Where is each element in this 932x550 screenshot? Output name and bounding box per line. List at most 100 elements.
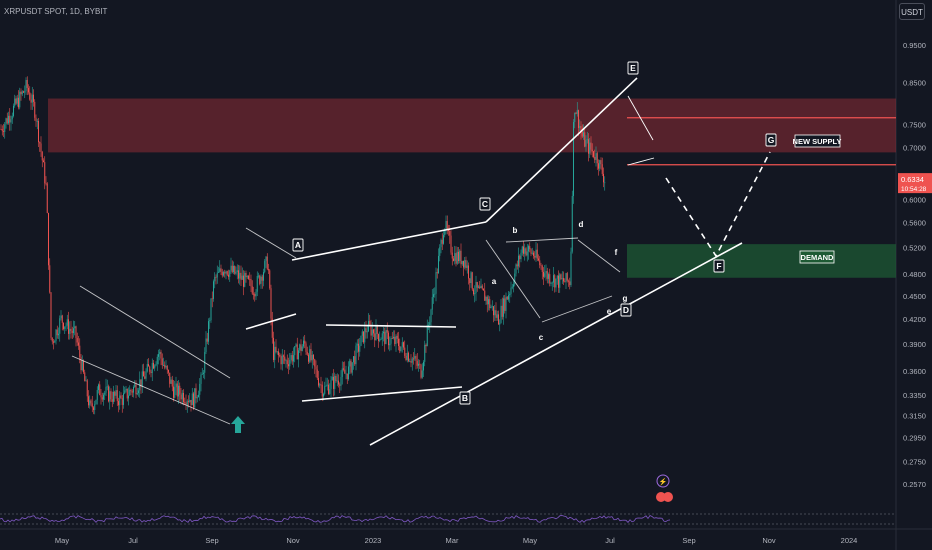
candle-body bbox=[138, 390, 139, 394]
candle-body bbox=[573, 122, 574, 196]
candle-body bbox=[386, 329, 388, 333]
candle-body bbox=[268, 269, 269, 271]
candle-body bbox=[528, 246, 529, 252]
candle-body bbox=[29, 92, 31, 100]
candle-body bbox=[175, 383, 177, 388]
x-tick-label: Jul bbox=[605, 536, 615, 545]
candle-body bbox=[179, 385, 181, 395]
candle-body bbox=[296, 344, 298, 360]
candle-body bbox=[359, 345, 361, 352]
candle-body bbox=[539, 260, 541, 266]
trendline-fall-bottom bbox=[71, 355, 231, 425]
candle-body bbox=[248, 275, 249, 279]
candle-body bbox=[66, 319, 68, 326]
wave-label-e: e bbox=[607, 307, 612, 316]
candle-body bbox=[559, 274, 561, 288]
currency-button[interactable]: USDT bbox=[899, 3, 925, 20]
candle-body bbox=[129, 389, 131, 396]
candle-body bbox=[374, 333, 376, 341]
candle-body bbox=[245, 272, 247, 278]
candle-body bbox=[238, 270, 239, 279]
candle-body bbox=[411, 358, 413, 363]
candle-body bbox=[339, 384, 341, 386]
candle-body bbox=[123, 393, 124, 405]
candle-body bbox=[548, 274, 549, 279]
candle-body bbox=[98, 384, 99, 391]
candle-body bbox=[275, 346, 277, 352]
candle-body bbox=[396, 335, 398, 339]
candle-body bbox=[76, 338, 78, 343]
x-tick-label: May bbox=[523, 536, 537, 545]
x-tick-label: Sep bbox=[205, 536, 218, 545]
candle-body bbox=[489, 299, 491, 308]
candle-body bbox=[509, 293, 511, 296]
candle-body bbox=[208, 321, 209, 342]
candle-body bbox=[271, 318, 273, 338]
candle-body bbox=[294, 346, 296, 356]
candle-body bbox=[531, 252, 533, 254]
y-tick-label: 0.4800 bbox=[903, 270, 926, 279]
candle-body bbox=[439, 247, 441, 256]
candle-body bbox=[454, 253, 456, 261]
candle-body bbox=[25, 79, 27, 92]
y-tick-label: 0.6000 bbox=[903, 195, 926, 204]
candle-body bbox=[0, 128, 2, 130]
candle-body bbox=[230, 265, 232, 271]
candle-body bbox=[604, 182, 606, 184]
candle-body bbox=[585, 140, 587, 147]
candle-body bbox=[200, 374, 202, 384]
candle-body bbox=[224, 272, 226, 274]
candle-body bbox=[36, 121, 38, 122]
candle-body bbox=[150, 371, 152, 373]
x-tick-label: Jul bbox=[128, 536, 138, 545]
candle-body bbox=[456, 251, 458, 264]
candle-body bbox=[425, 344, 427, 347]
candle-body bbox=[483, 288, 484, 291]
candle-body bbox=[58, 333, 59, 336]
candle-body bbox=[274, 346, 276, 360]
candle-body bbox=[161, 358, 163, 366]
candle-body bbox=[221, 271, 223, 276]
candle-body bbox=[334, 375, 336, 389]
y-tick-label: 0.4200 bbox=[903, 315, 926, 324]
candle-body bbox=[16, 97, 18, 104]
candle-body bbox=[141, 371, 143, 387]
candle-body bbox=[351, 362, 353, 373]
candle-body bbox=[394, 336, 396, 344]
event-icon-red bbox=[656, 492, 666, 502]
y-tick-label: 0.5600 bbox=[903, 218, 926, 227]
candle-body bbox=[70, 328, 72, 331]
candle-body bbox=[346, 373, 348, 380]
candle-body bbox=[534, 255, 536, 258]
candle-body bbox=[119, 395, 121, 406]
candle-body bbox=[358, 343, 359, 352]
candle-body bbox=[31, 94, 33, 103]
y-tick-label: 0.2570 bbox=[903, 480, 926, 489]
candle-body bbox=[256, 276, 258, 292]
candle-body bbox=[264, 260, 266, 273]
candle-body bbox=[110, 391, 112, 400]
candle-body bbox=[124, 390, 126, 394]
trendline-a-c bbox=[291, 221, 487, 261]
candle-body bbox=[561, 278, 563, 279]
candle-body bbox=[216, 272, 218, 278]
candle-body bbox=[260, 276, 262, 284]
candle-body bbox=[418, 363, 419, 366]
candle-body bbox=[419, 363, 421, 365]
candle-body bbox=[350, 360, 352, 373]
candle-body bbox=[510, 287, 512, 294]
candle-body bbox=[69, 328, 71, 334]
candle-body bbox=[93, 407, 94, 411]
candle-body bbox=[114, 391, 116, 396]
candle-body bbox=[56, 329, 58, 336]
candle-body bbox=[126, 388, 128, 399]
candle-body bbox=[355, 345, 357, 365]
candle-body bbox=[515, 264, 517, 274]
candle-body bbox=[524, 248, 526, 254]
candle-body bbox=[599, 160, 601, 169]
candle-body bbox=[579, 126, 581, 128]
candle-body bbox=[319, 384, 321, 386]
candle-body bbox=[189, 400, 191, 403]
candle-body bbox=[121, 398, 123, 405]
